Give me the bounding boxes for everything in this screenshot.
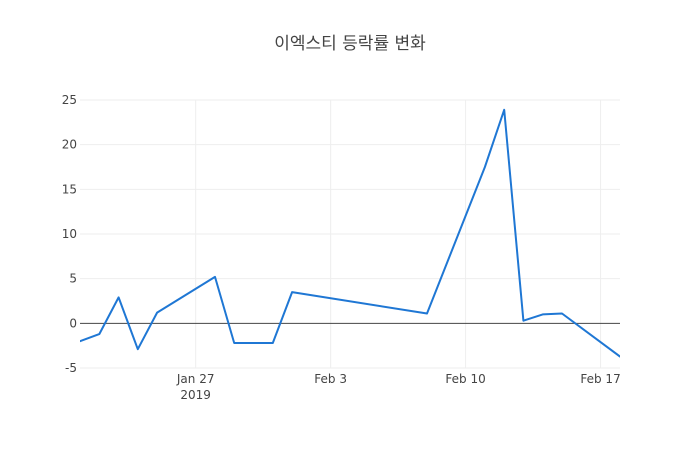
grid-layer [80,99,620,369]
x-tick-sublabel: 2019 [180,388,211,402]
x-tick-label: Jan 27 [176,372,215,386]
y-tick-label: 25 [62,93,77,107]
x-tick-label: Feb 3 [314,372,347,386]
axis-layer: -5 0 5 10 15 20 25 Jan 27 2019 Feb 3 Feb 10 Feb 17 [62,93,621,402]
y-tick-label: 10 [62,227,77,241]
y-tick-label: 20 [62,138,77,152]
y-tick-label: 5 [69,272,77,286]
x-tick-label: Feb 10 [445,372,485,386]
series-layer [80,108,620,358]
x-tick-label: Feb 17 [580,372,620,386]
series-line [80,108,620,358]
y-tick-label: -5 [65,361,77,375]
chart-title: 이엑스티 등락률 변화 [274,34,426,54]
y-tick-label: 15 [62,182,77,196]
y-tick-label: 0 [69,316,77,330]
